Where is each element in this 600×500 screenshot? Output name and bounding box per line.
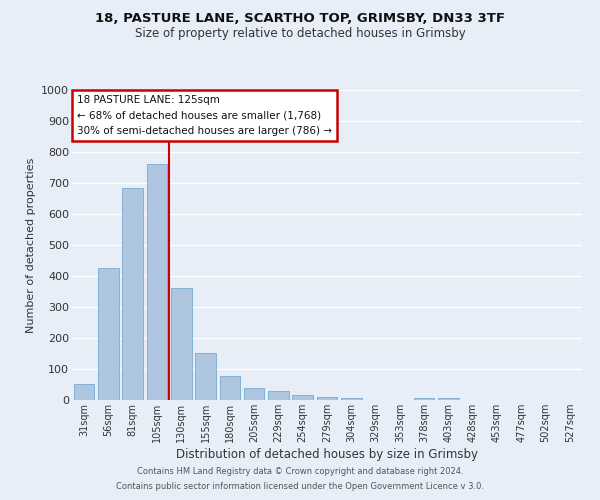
Bar	[438, 398, 459, 400]
Bar	[146, 164, 167, 400]
Bar	[244, 388, 265, 400]
X-axis label: Distribution of detached houses by size in Grimsby: Distribution of detached houses by size …	[176, 448, 478, 461]
Bar	[341, 398, 362, 400]
Text: Contains HM Land Registry data © Crown copyright and database right 2024.: Contains HM Land Registry data © Crown c…	[137, 467, 463, 476]
Bar	[74, 384, 94, 400]
Bar	[220, 376, 240, 400]
Text: 18, PASTURE LANE, SCARTHO TOP, GRIMSBY, DN33 3TF: 18, PASTURE LANE, SCARTHO TOP, GRIMSBY, …	[95, 12, 505, 26]
Text: Contains public sector information licensed under the Open Government Licence v : Contains public sector information licen…	[116, 482, 484, 491]
Bar	[317, 397, 337, 400]
Bar	[195, 353, 216, 400]
Bar	[98, 268, 119, 400]
Bar	[171, 288, 191, 400]
Bar	[268, 390, 289, 400]
Y-axis label: Number of detached properties: Number of detached properties	[26, 158, 35, 332]
Text: Size of property relative to detached houses in Grimsby: Size of property relative to detached ho…	[134, 28, 466, 40]
Bar	[292, 396, 313, 400]
Text: 18 PASTURE LANE: 125sqm
← 68% of detached houses are smaller (1,768)
30% of semi: 18 PASTURE LANE: 125sqm ← 68% of detache…	[77, 94, 332, 136]
Bar	[122, 188, 143, 400]
Bar	[414, 398, 434, 400]
